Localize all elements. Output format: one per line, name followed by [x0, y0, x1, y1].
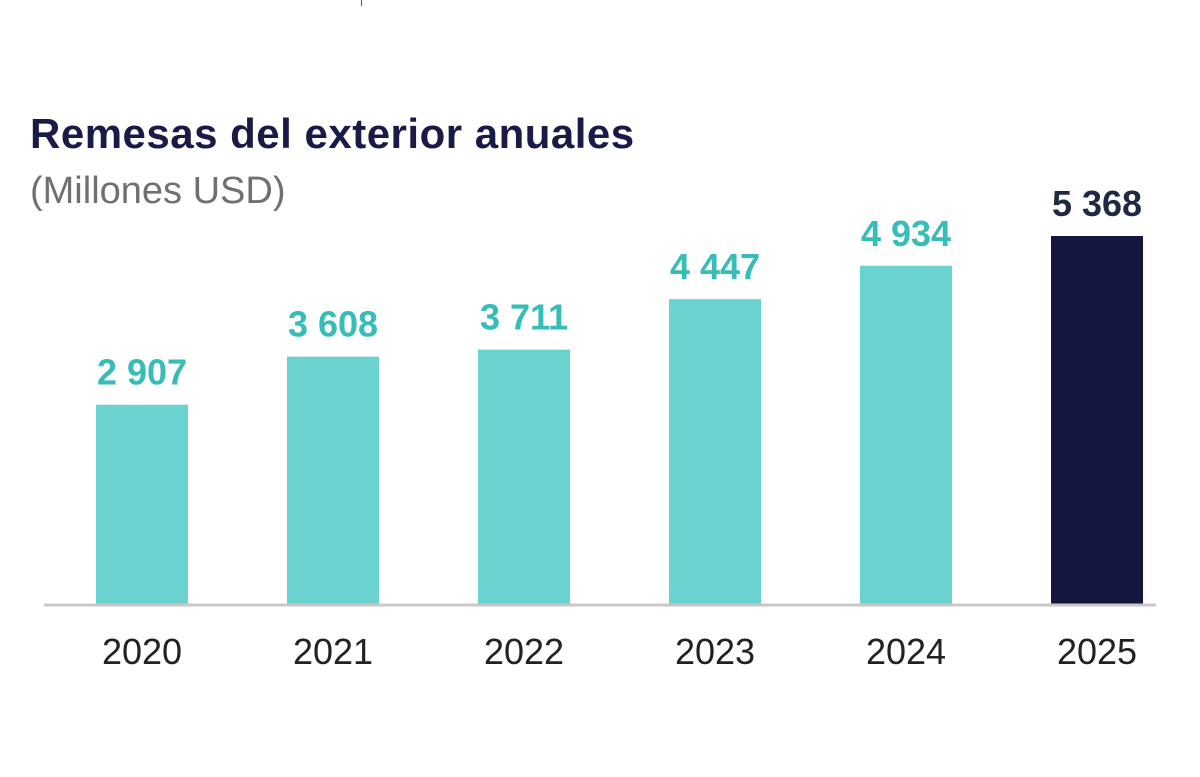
x-tick-label-2021: 2021	[293, 631, 373, 672]
chart-subtitle: (Millones USD)	[30, 170, 286, 212]
top-edge-tick	[361, 0, 362, 6]
bars-layer	[96, 236, 1143, 604]
value-label-2021: 3 608	[288, 304, 378, 345]
x-tick-label-2023: 2023	[675, 631, 755, 672]
bar-2025	[1051, 236, 1143, 604]
bar-2022	[478, 349, 570, 604]
value-label-2023: 4 447	[670, 246, 760, 287]
value-label-2022: 3 711	[480, 297, 568, 338]
x-tick-label-2024: 2024	[866, 631, 946, 672]
x-tick-label-2025: 2025	[1057, 631, 1137, 672]
x-tick-label-2022: 2022	[484, 631, 564, 672]
value-label-2024: 4 934	[861, 213, 951, 254]
value-label-2025: 5 368	[1052, 183, 1142, 224]
chart-title: Remesas del exterior anuales	[30, 110, 635, 157]
x-tick-label-2020: 2020	[102, 631, 182, 672]
labels-layer: 2 907 2020 3 608 2021 3 711 2022 4 447 2023 4 93…	[97, 183, 1142, 672]
bar-2020	[96, 404, 188, 604]
bar-2021	[287, 356, 379, 604]
bar-2023	[669, 299, 761, 604]
value-label-2020: 2 907	[97, 352, 187, 393]
bar-2024	[860, 265, 952, 604]
